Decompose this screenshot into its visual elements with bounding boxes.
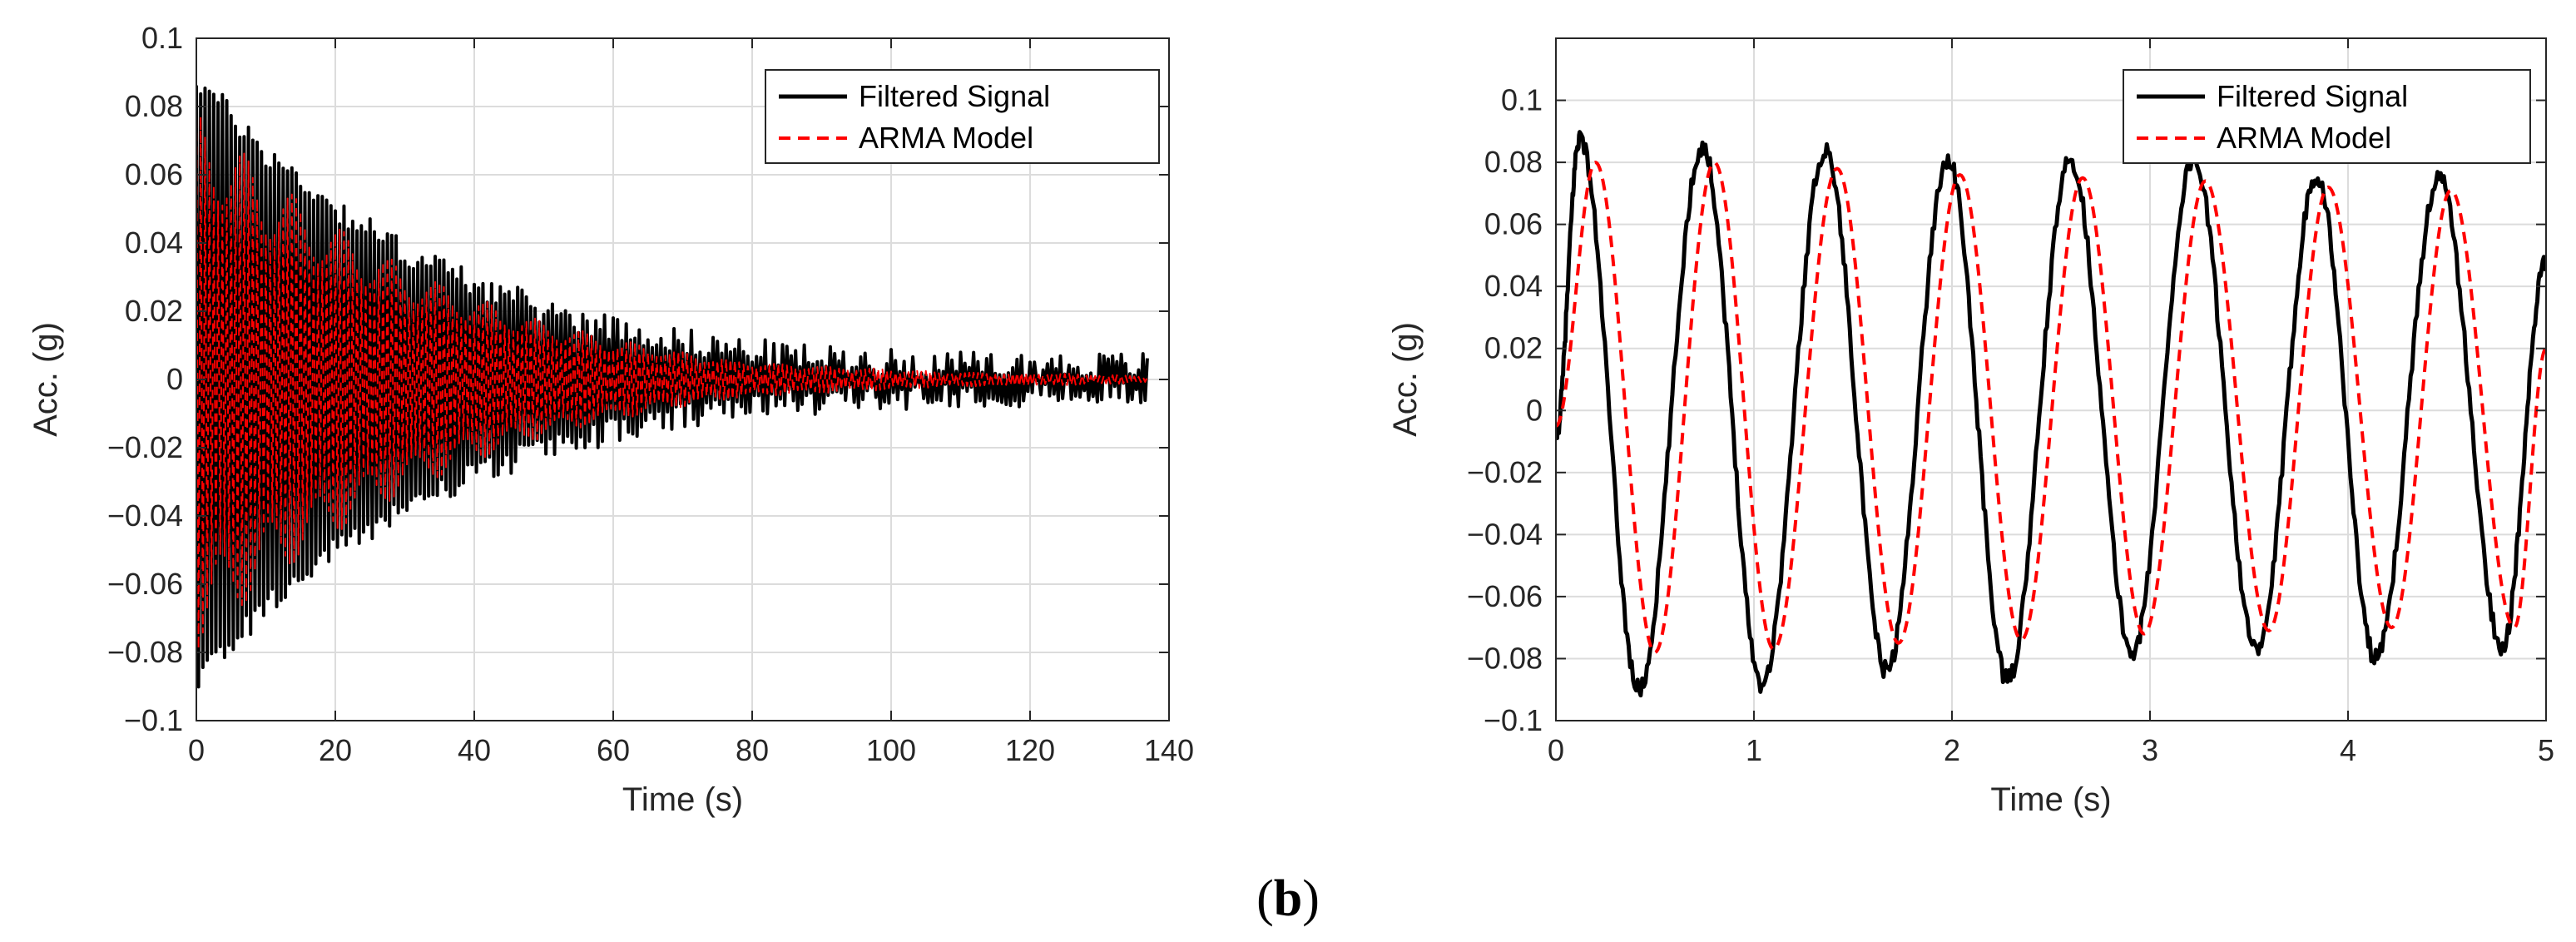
y-tick-label: −0.02 [107,430,183,464]
y-axis-label: Acc. (g) [1387,322,1424,437]
legend: Filtered Signal ARMA Model [2123,69,2531,164]
y-tick-label: −0.06 [107,567,183,601]
x-tick-label: 3 [2142,733,2158,767]
y-tick-label: 0.1 [141,21,183,55]
legend-label: Filtered Signal [859,79,1050,113]
y-tick-label: −0.1 [124,703,183,737]
x-tick-label: 120 [1005,733,1055,767]
ticks: 0 1 2 3 4 5 −0.1 −0.08 −0.06 −0.04 −0.02 0 0.02 0.04 0… [1467,38,2554,767]
y-tick-label: 0.08 [1484,145,1543,179]
arma-model-line [1556,161,2546,654]
left-chart-panel: 0 20 40 60 80 100 120 140 −0.1 −0.08 −0.06 −0.04 −0.… [27,21,1194,818]
x-tick-label: 100 [866,733,916,767]
legend-box [2123,69,2531,164]
y-tick-label: 0.04 [1484,269,1543,303]
ticks: 0 20 40 60 80 100 120 140 −0.1 −0.08 −0.06 −0.04 −0.… [107,21,1194,767]
y-tick-label: 0.1 [1501,83,1543,117]
x-tick-label: 80 [736,733,769,767]
x-tick-label: 40 [458,733,491,767]
y-tick-label: −0.1 [1484,703,1543,737]
plot-frame [1555,37,2547,721]
x-tick-label: 140 [1144,733,1194,767]
y-tick-label: −0.08 [1467,641,1543,675]
x-axis-label: Time (s) [1990,781,2111,818]
y-tick-label: 0 [166,362,183,396]
x-tick-label: 0 [1548,733,1564,767]
y-tick-label: 0 [1526,393,1543,427]
x-tick-label: 60 [597,733,630,767]
legend-box [765,69,1160,164]
y-tick-label: 0.04 [125,226,183,260]
y-tick-label: −0.04 [1467,517,1543,551]
x-tick-label: 4 [2340,733,2356,767]
y-tick-label: 0.08 [125,89,183,123]
y-tick-label: −0.06 [1467,579,1543,613]
data-series [1556,130,2546,698]
arma-model-line [196,106,1148,650]
right-chart-panel: 0 1 2 3 4 5 −0.1 −0.08 −0.06 −0.04 −0.02 0 0.02 0.04 0… [1387,37,2554,818]
x-tick-label: 20 [319,733,352,767]
y-tick-label: −0.04 [107,498,183,533]
x-tick-label: 5 [2538,733,2554,767]
data-series [196,85,1149,689]
y-tick-label: 0.02 [125,294,183,328]
y-tick-label: −0.02 [1467,455,1543,489]
x-tick-label: 1 [1746,733,1762,767]
x-axis-label: Time (s) [622,781,743,818]
filtered-signal-line [196,85,1149,689]
y-tick-label: −0.08 [107,635,183,669]
y-tick-label: 0.02 [1484,331,1543,365]
legend: Filtered Signal ARMA Model [765,69,1160,164]
figure-caption: (b) [1256,870,1320,927]
legend-label: Filtered Signal [2217,79,2408,113]
y-tick-label: 0.06 [125,157,183,191]
x-tick-label: 0 [188,733,205,767]
legend-label: ARMA Model [859,121,1033,155]
y-axis-label: Acc. (g) [27,322,64,437]
legend-label: ARMA Model [2217,121,2391,155]
x-tick-label: 2 [1944,733,1960,767]
y-tick-label: 0.06 [1484,207,1543,241]
